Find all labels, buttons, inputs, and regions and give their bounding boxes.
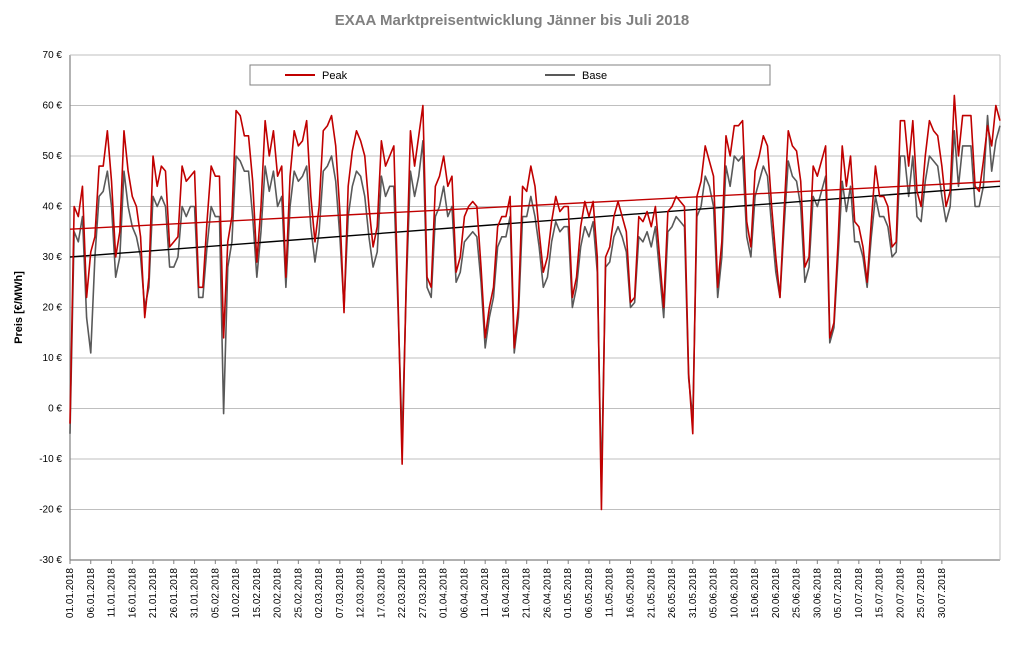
- y-tick-label: -30 €: [39, 555, 62, 566]
- x-tick-label: 16.05.2018: [625, 568, 636, 618]
- x-tick-label: 01.01.2018: [65, 568, 76, 618]
- y-tick-label: 40 €: [43, 202, 63, 213]
- x-tick-label: 17.03.2018: [376, 568, 387, 618]
- x-tick-label: 15.06.2018: [750, 568, 761, 618]
- x-tick-label: 31.01.2018: [190, 568, 201, 618]
- x-tick-label: 06.05.2018: [584, 568, 595, 618]
- chart-title: EXAA Marktpreisentwicklung Jänner bis Ju…: [335, 12, 690, 29]
- x-tick-label: 21.04.2018: [522, 568, 533, 618]
- y-tick-label: 20 €: [43, 303, 63, 314]
- x-tick-label: 11.04.2018: [480, 568, 491, 618]
- x-tick-label: 10.02.2018: [231, 568, 242, 618]
- x-tick-label: 05.07.2018: [833, 568, 844, 618]
- x-tick-label: 25.06.2018: [792, 568, 803, 618]
- price-chart: EXAA Marktpreisentwicklung Jänner bis Ju…: [0, 0, 1024, 658]
- x-tick-label: 15.07.2018: [875, 568, 886, 618]
- x-tick-label: 25.02.2018: [293, 568, 304, 618]
- x-tick-label: 16.01.2018: [127, 568, 138, 618]
- y-tick-label: 0 €: [48, 404, 62, 415]
- x-tick-label: 20.02.2018: [273, 568, 284, 618]
- x-tick-label: 20.06.2018: [771, 568, 782, 618]
- y-tick-label: 60 €: [43, 101, 63, 112]
- peak-line: [70, 95, 1000, 509]
- y-tick-label: 70 €: [43, 50, 63, 61]
- x-tick-label: 02.03.2018: [314, 568, 325, 618]
- x-tick-label: 06.04.2018: [459, 568, 470, 618]
- x-tick-label: 21.05.2018: [646, 568, 657, 618]
- x-tick-label: 05.02.2018: [210, 568, 221, 618]
- y-tick-label: -10 €: [39, 454, 62, 465]
- x-tick-label: 22.03.2018: [397, 568, 408, 618]
- x-tick-label: 06.01.2018: [86, 568, 97, 618]
- x-tick-label: 11.01.2018: [107, 568, 118, 618]
- x-tick-label: 20.07.2018: [895, 568, 906, 618]
- x-tick-label: 21.01.2018: [148, 568, 159, 618]
- x-tick-label: 30.06.2018: [812, 568, 823, 618]
- x-tick-label: 31.05.2018: [688, 568, 699, 618]
- x-tick-label: 07.03.2018: [335, 568, 346, 618]
- y-tick-label: 10 €: [43, 353, 63, 364]
- x-tick-label: 11.05.2018: [605, 568, 616, 618]
- x-tick-label: 16.04.2018: [501, 568, 512, 618]
- x-tick-label: 01.04.2018: [439, 568, 450, 618]
- x-tick-label: 10.07.2018: [854, 568, 865, 618]
- x-tick-label: 30.07.2018: [937, 568, 948, 618]
- x-tick-label: 10.06.2018: [729, 568, 740, 618]
- x-tick-label: 27.03.2018: [418, 568, 429, 618]
- x-tick-label: 12.03.2018: [356, 568, 367, 618]
- x-tick-label: 25.07.2018: [916, 568, 927, 618]
- base-line: [70, 116, 1000, 485]
- x-tick-label: 26.01.2018: [169, 568, 180, 618]
- y-axis-label: Preis [€/MWh]: [13, 271, 25, 344]
- x-tick-label: 01.05.2018: [563, 568, 574, 618]
- legend-label: Base: [582, 70, 607, 82]
- y-tick-label: 50 €: [43, 151, 63, 162]
- x-tick-label: 15.02.2018: [252, 568, 263, 618]
- x-tick-label: 05.06.2018: [709, 568, 720, 618]
- x-tick-label: 26.05.2018: [667, 568, 678, 618]
- y-tick-label: -20 €: [39, 505, 62, 516]
- x-tick-label: 26.04.2018: [542, 568, 553, 618]
- y-tick-label: 30 €: [43, 252, 63, 263]
- legend-label: Peak: [322, 70, 348, 82]
